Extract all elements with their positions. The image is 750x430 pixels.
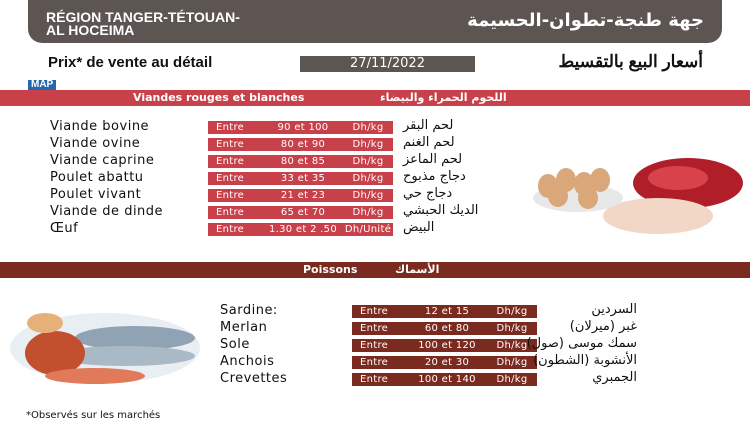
- price-range: 12 et 15: [424, 306, 470, 317]
- map-logo: MAP: [28, 80, 57, 90]
- price-range: 21 et 23: [280, 190, 326, 201]
- item-name-ar: لحم الغنم: [403, 135, 455, 150]
- fish-band-fr: Poissons: [303, 263, 358, 276]
- item-name-fr: Œuf: [50, 221, 79, 236]
- item-name-fr: Sardine:: [220, 303, 278, 318]
- price-range: 100 et 120: [418, 340, 476, 351]
- price-range-box: Entre 100 et 120 Dh/kg: [352, 339, 537, 352]
- price-unit: Dh/kg: [352, 156, 384, 167]
- footnote: *Observés sur les marchés: [26, 410, 161, 421]
- price-range: 33 et 35: [280, 173, 326, 184]
- price-range: 1.30 et 2 .50: [268, 224, 338, 235]
- seafood-image: [10, 313, 200, 384]
- price-unit: Dh/kg: [496, 357, 528, 368]
- entre-label: Entre: [216, 224, 245, 235]
- item-name-fr: Poulet abattu: [50, 170, 144, 185]
- price-range-box: Entre 20 et 30 Dh/kg: [352, 356, 537, 369]
- item-name-ar: دجاج مذبوح: [403, 169, 466, 184]
- price-range: 60 et 80: [424, 323, 470, 334]
- item-name-fr: Viande bovine: [50, 119, 150, 134]
- price-range-box: Entre 80 et 90 Dh/kg: [208, 138, 393, 151]
- item-name-fr: Crevettes: [220, 371, 288, 386]
- meat-band-fr: Viandes rouges et blanches: [133, 91, 305, 104]
- item-name-ar: غبر (ميرلان): [569, 319, 637, 334]
- price-range-box: Entre 80 et 85 Dh/kg: [208, 155, 393, 168]
- entre-label: Entre: [216, 207, 245, 218]
- region-title-ar: جهة طنجة-تطوان-الحسيمة: [467, 10, 704, 31]
- fish-section-band: Poissons الأسماك: [0, 262, 750, 278]
- price-range-box: Entre 90 et 100 Dh/kg: [208, 121, 393, 134]
- item-name-fr: Poulet vivant: [50, 187, 142, 202]
- price-range: 100 et 140: [418, 374, 476, 385]
- entre-label: Entre: [216, 122, 245, 133]
- price-range: 65 et 70: [280, 207, 326, 218]
- item-name-ar: الأنشوبة (الشطون): [533, 353, 637, 368]
- item-name-fr: Sole: [220, 337, 250, 352]
- price-unit: Dh/kg: [496, 340, 528, 351]
- item-name-ar: دجاج حي: [403, 186, 453, 201]
- price-unit: Dh/kg: [496, 374, 528, 385]
- meat-eggs-image: [533, 158, 743, 234]
- header-banner: RÉGION TANGER-TÉTOUAN- AL HOCEIMA جهة طنج…: [28, 0, 722, 43]
- price-unit: Dh/kg: [352, 122, 384, 133]
- price-range-box: Entre 21 et 23 Dh/kg: [208, 189, 393, 202]
- item-name-fr: Merlan: [220, 320, 268, 335]
- price-range-box: Entre 100 et 140 Dh/kg: [352, 373, 537, 386]
- price-unit: Dh/kg: [352, 207, 384, 218]
- item-name-ar: لحم الماعز: [403, 152, 463, 167]
- price-range-box: Entre 12 et 15 Dh/kg: [352, 305, 537, 318]
- price-unit: Dh/Unité: [344, 224, 392, 235]
- entre-label: Entre: [216, 190, 245, 201]
- fish-band-ar: الأسماك: [395, 263, 440, 276]
- price-unit: Dh/kg: [352, 190, 384, 201]
- price-range-box: Entre 33 et 35 Dh/kg: [208, 172, 393, 185]
- price-range: 90 et 100: [277, 122, 329, 133]
- price-unit: Dh/kg: [496, 323, 528, 334]
- entre-label: Entre: [216, 156, 245, 167]
- price-range: 80 et 90: [280, 139, 326, 150]
- meat-section-band: Viandes rouges et blanches اللحوم الحمرا…: [0, 90, 750, 106]
- date-badge: 27/11/2022: [300, 56, 475, 72]
- subtitle-ar: أسعار البيع بالتقسيط: [558, 52, 703, 71]
- entre-label: Entre: [360, 340, 389, 351]
- item-name-ar: سمك موسى (صول): [526, 336, 637, 351]
- entre-label: Entre: [360, 357, 389, 368]
- item-name-fr: Viande caprine: [50, 153, 155, 168]
- entre-label: Entre: [216, 173, 245, 184]
- item-name-ar: الجمبري: [592, 370, 637, 385]
- item-name-fr: Anchois: [220, 354, 275, 369]
- price-range-box: Entre 60 et 80 Dh/kg: [352, 322, 537, 335]
- item-name-ar: البيض: [403, 220, 435, 235]
- price-unit: Dh/kg: [496, 306, 528, 317]
- meat-band-ar: اللحوم الحمراء والبيضاء: [380, 91, 507, 104]
- price-range-box: Entre 1.30 et 2 .50 Dh/Unité: [208, 223, 393, 236]
- region-title-fr: RÉGION TANGER-TÉTOUAN- AL HOCEIMA: [46, 9, 240, 38]
- entre-label: Entre: [360, 374, 389, 385]
- price-range: 80 et 85: [280, 156, 326, 167]
- item-name-fr: Viande de dinde: [50, 204, 164, 219]
- price-unit: Dh/kg: [352, 139, 384, 150]
- price-range: 20 et 30: [424, 357, 470, 368]
- item-name-fr: Viande ovine: [50, 136, 141, 151]
- entre-label: Entre: [216, 139, 245, 150]
- price-unit: Dh/kg: [352, 173, 384, 184]
- entre-label: Entre: [360, 323, 389, 334]
- price-range-box: Entre 65 et 70 Dh/kg: [208, 206, 393, 219]
- item-name-ar: الديك الحبشي: [403, 203, 479, 218]
- entre-label: Entre: [360, 306, 389, 317]
- item-name-ar: لحم البقر: [403, 118, 454, 133]
- subtitle-fr: Prix* de vente au détail: [48, 54, 213, 71]
- item-name-ar: السردين: [591, 302, 637, 317]
